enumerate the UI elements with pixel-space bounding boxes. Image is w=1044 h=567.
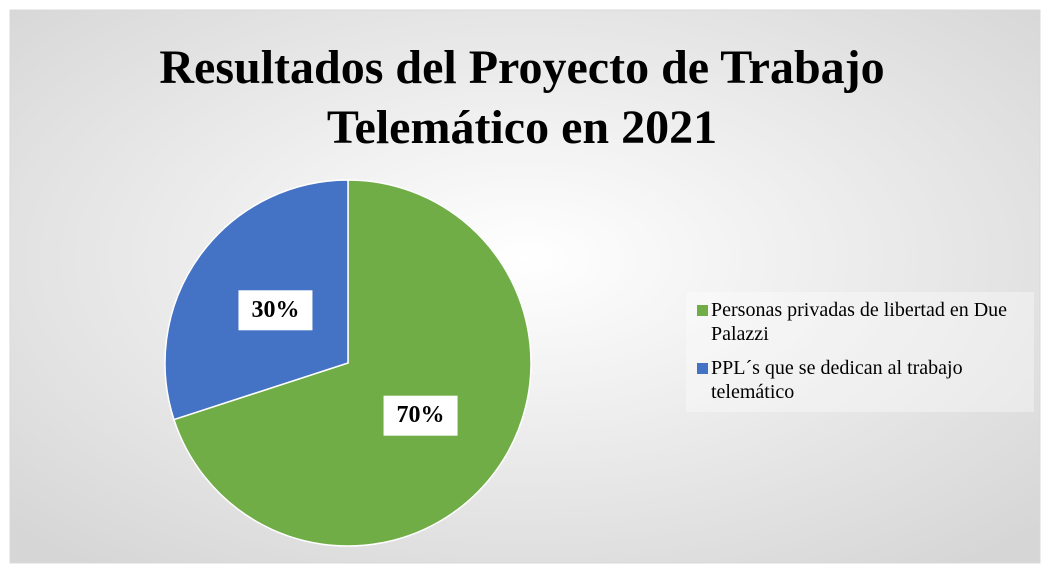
data-label-box xyxy=(238,290,313,331)
legend-label: Personas privadas de libertad en Due Pal… xyxy=(711,299,1008,345)
legend-swatch xyxy=(697,363,708,374)
pie: 70% 30% xyxy=(164,179,532,547)
data-label: 70% xyxy=(397,402,445,428)
data-label-box xyxy=(383,395,458,436)
legend-item: PPL´s que se dedican al trabajo telemáti… xyxy=(686,356,1034,404)
chart-title: Resultados del Proyecto de Trabajo Telem… xyxy=(159,41,885,154)
pie-slice xyxy=(173,179,532,547)
legend-label: PPL´s que se dedican al trabajo telemáti… xyxy=(711,357,963,403)
legend: Personas privadas de libertad en Due Pal… xyxy=(686,292,1034,412)
legend-swatch xyxy=(697,305,708,316)
legend-item: Personas privadas de libertad en Due Pal… xyxy=(686,298,1034,346)
data-label: 30% xyxy=(251,297,299,323)
